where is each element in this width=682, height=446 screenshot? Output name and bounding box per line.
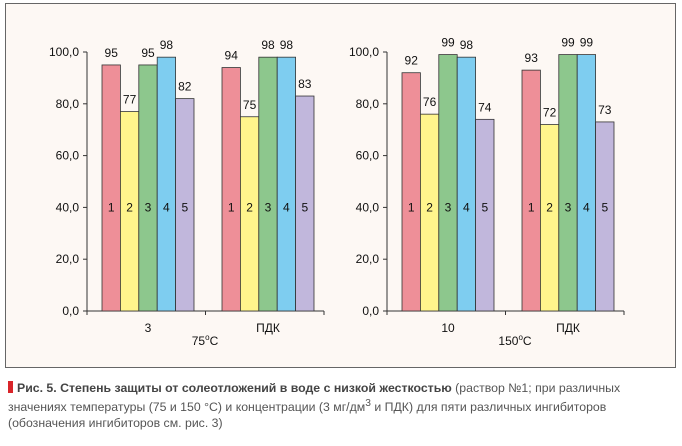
data-label: 98 — [160, 38, 174, 52]
y-tick-label: 20,0 — [56, 252, 80, 266]
y-tick-label: 80,0 — [56, 97, 80, 111]
bar — [295, 95, 315, 312]
category-label: ПДК — [256, 321, 280, 335]
data-label: 75 — [243, 98, 257, 112]
data-label: 99 — [561, 36, 575, 50]
figure-caption: Рис. 5. Степень защиты от солеотложений … — [8, 380, 678, 431]
data-label: 95 — [105, 46, 119, 60]
data-label: 73 — [598, 103, 612, 117]
bar-series-label: 1 — [408, 200, 415, 214]
bar-charts: 0,020,040,060,080,0100,01952773954985823… — [49, 36, 625, 348]
data-label: 77 — [123, 93, 137, 107]
bar-series-label: 1 — [228, 200, 235, 214]
y-tick-label: 40,0 — [56, 200, 80, 214]
data-label: 94 — [225, 49, 239, 63]
data-label: 83 — [298, 77, 312, 91]
bar-series-label: 5 — [601, 200, 608, 214]
data-label: 98 — [460, 38, 474, 52]
data-label: 74 — [478, 100, 492, 114]
data-label: 95 — [141, 46, 155, 60]
bar-series-label: 2 — [546, 200, 553, 214]
y-tick-label: 60,0 — [56, 149, 80, 163]
bar-series-label: 1 — [108, 200, 115, 214]
category-label: 10 — [441, 321, 455, 335]
bar — [558, 54, 578, 312]
data-label: 92 — [405, 54, 419, 68]
bar-series-label: 5 — [481, 200, 488, 214]
bar-series-label: 3 — [145, 200, 152, 214]
bar-series-label: 5 — [181, 200, 188, 214]
bar-series-label: 4 — [583, 200, 590, 214]
caption-text-1: (раствор №1; при различных значениях тем… — [8, 381, 621, 415]
y-tick-label: 60,0 — [356, 149, 380, 163]
data-label: 98 — [280, 38, 294, 52]
bar-series-label: 3 — [445, 200, 452, 214]
data-label: 99 — [580, 36, 594, 50]
caption-title: Рис. 5. Степень защиты от солеотложений … — [17, 381, 452, 395]
bar-series-label: 2 — [246, 200, 253, 214]
bar — [156, 56, 176, 312]
bar — [221, 67, 241, 312]
y-tick-label: 100,0 — [49, 45, 79, 59]
data-label: 99 — [441, 36, 455, 50]
data-label: 82 — [178, 80, 192, 94]
temperature-label: 150oC — [498, 333, 531, 348]
bar — [438, 54, 458, 312]
temperature-label: 75oC — [192, 333, 219, 348]
y-tick-label: 40,0 — [356, 200, 380, 214]
bar — [475, 118, 495, 312]
bar-series-label: 1 — [528, 200, 535, 214]
caption-text-2: и ПДК) для пяти различных ингибиторов (о… — [8, 400, 607, 431]
bar — [521, 69, 541, 312]
bar — [276, 56, 297, 312]
bar — [595, 121, 615, 312]
bar-series-label: 4 — [283, 200, 290, 214]
bar — [258, 56, 278, 312]
bar — [540, 124, 560, 312]
data-label: 93 — [525, 51, 539, 65]
data-label: 98 — [261, 38, 275, 52]
bar-series-label: 4 — [463, 200, 470, 214]
bar-series-label: 5 — [301, 200, 308, 214]
category-label: ПДК — [556, 321, 580, 335]
data-label: 72 — [543, 106, 557, 120]
bar — [138, 64, 158, 312]
bar-series-label: 2 — [426, 200, 433, 214]
bar-series-label: 3 — [565, 200, 572, 214]
bar-series-label: 3 — [265, 200, 272, 214]
y-tick-label: 80,0 — [356, 97, 380, 111]
bar — [175, 98, 195, 312]
category-label: 3 — [145, 321, 152, 335]
caption-sup: 3 — [365, 398, 371, 409]
caption-marker — [8, 381, 13, 393]
bar-series-label: 4 — [163, 200, 170, 214]
bar — [576, 54, 597, 312]
bar — [456, 56, 477, 312]
data-label: 76 — [423, 95, 437, 109]
y-tick-label: 0,0 — [362, 304, 379, 318]
y-tick-label: 0,0 — [62, 304, 79, 318]
y-tick-label: 100,0 — [349, 45, 379, 59]
bar — [401, 72, 421, 312]
bar — [101, 64, 121, 312]
y-tick-label: 20,0 — [356, 252, 380, 266]
bar-series-label: 2 — [126, 200, 133, 214]
